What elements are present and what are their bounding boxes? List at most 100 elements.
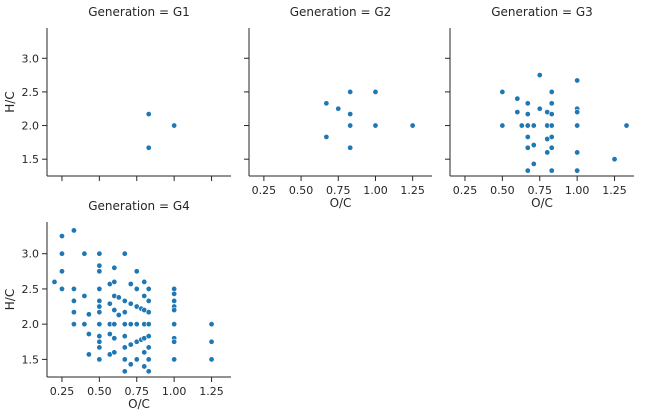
data-point: [96, 309, 103, 316]
data-point: [127, 321, 134, 328]
y-tick-label: 2.0: [22, 120, 40, 133]
data-point: [133, 285, 140, 292]
x-axis-label: O/C: [531, 196, 553, 210]
facet-title: Generation = G2: [290, 5, 392, 19]
data-point: [111, 335, 118, 342]
x-tick-label: 0.75: [528, 184, 553, 197]
data-point: [548, 122, 555, 129]
data-point: [372, 122, 379, 129]
data-point: [536, 105, 543, 112]
data-point: [70, 297, 77, 304]
data-point: [145, 333, 152, 340]
data-point: [171, 307, 178, 314]
y-tick-label: 1.5: [22, 153, 40, 166]
data-point: [530, 142, 537, 149]
data-point: [145, 144, 152, 151]
data-point: [127, 341, 134, 348]
data-point: [524, 144, 531, 151]
data-point: [208, 338, 215, 345]
data-point: [548, 144, 555, 151]
facet-title: Generation = G4: [88, 199, 190, 213]
data-point: [145, 368, 152, 375]
data-point: [499, 88, 506, 95]
data-point: [133, 356, 140, 363]
data-point: [85, 311, 92, 318]
data-point: [133, 321, 140, 328]
data-point: [121, 368, 128, 375]
data-point: [145, 111, 152, 118]
data-point: [96, 250, 103, 257]
data-point: [70, 285, 77, 292]
data-point: [58, 285, 65, 292]
data-point: [208, 321, 215, 328]
data-point: [70, 309, 77, 316]
data-point: [524, 111, 531, 118]
x-tick-label: 0.50: [289, 184, 314, 197]
data-point: [127, 280, 134, 287]
data-point: [372, 88, 379, 95]
data-point: [536, 72, 543, 79]
x-tick-label: 0.75: [326, 184, 351, 197]
x-tick-label: 1.00: [162, 385, 187, 398]
data-point: [208, 356, 215, 363]
data-point: [81, 292, 88, 299]
data-point: [58, 233, 65, 240]
data-point: [347, 122, 354, 129]
data-point: [530, 160, 537, 167]
data-point: [347, 111, 354, 118]
data-point: [524, 122, 531, 129]
x-tick-label: 0.75: [125, 385, 150, 398]
y-axis-label: H/C: [3, 91, 17, 112]
data-point: [96, 321, 103, 328]
data-point: [145, 309, 152, 316]
data-point: [106, 331, 113, 338]
data-point: [548, 100, 555, 107]
facet-panel-4: Generation = G4 1.5 2.0 2.5 3.0 0.25 0.50 0.75 1…: [3, 199, 231, 411]
data-point: [81, 250, 88, 257]
data-point: [335, 105, 342, 112]
data-point: [171, 356, 178, 363]
x-tick-label: 0.50: [490, 184, 515, 197]
x-tick-label: 0.25: [453, 184, 478, 197]
data-point: [85, 351, 92, 358]
data-point: [548, 88, 555, 95]
data-point: [514, 109, 521, 116]
data-point: [96, 262, 103, 269]
data-point: [171, 290, 178, 297]
y-tick-label: 2.5: [22, 86, 40, 99]
data-point: [141, 349, 148, 356]
data-point: [145, 285, 152, 292]
data-point: [121, 356, 128, 363]
data-point: [145, 344, 152, 351]
data-point: [115, 311, 122, 318]
data-point: [623, 122, 630, 129]
data-point: [121, 297, 128, 304]
data-point: [145, 297, 152, 304]
data-point: [96, 297, 103, 304]
data-point: [127, 361, 134, 368]
data-point: [111, 307, 118, 314]
data-point: [111, 264, 118, 271]
data-point: [96, 268, 103, 275]
y-tick-label: 3.0: [22, 52, 40, 65]
data-point: [111, 278, 118, 285]
data-point: [115, 294, 122, 301]
data-point: [347, 88, 354, 95]
y-tick-label: 1.5: [22, 353, 40, 366]
x-tick-label: 0.50: [87, 385, 112, 398]
x-axis-label: O/C: [330, 196, 352, 210]
y-axis-label: H/C: [3, 289, 17, 310]
facet-panel-3: Generation = G3 0.25 0.50 0.75 1.00 1.25 O/C: [445, 5, 634, 210]
facet-title: Generation = G1: [88, 5, 190, 19]
data-point: [524, 100, 531, 107]
data-point: [127, 300, 134, 307]
data-point: [141, 292, 148, 299]
x-tick-label: 1.25: [400, 184, 425, 197]
x-axis-label: O/C: [128, 397, 150, 411]
data-point: [323, 133, 330, 140]
data-point: [171, 297, 178, 304]
data-point: [96, 285, 103, 292]
data-point: [121, 250, 128, 257]
data-point: [171, 285, 178, 292]
data-point: [121, 309, 128, 316]
